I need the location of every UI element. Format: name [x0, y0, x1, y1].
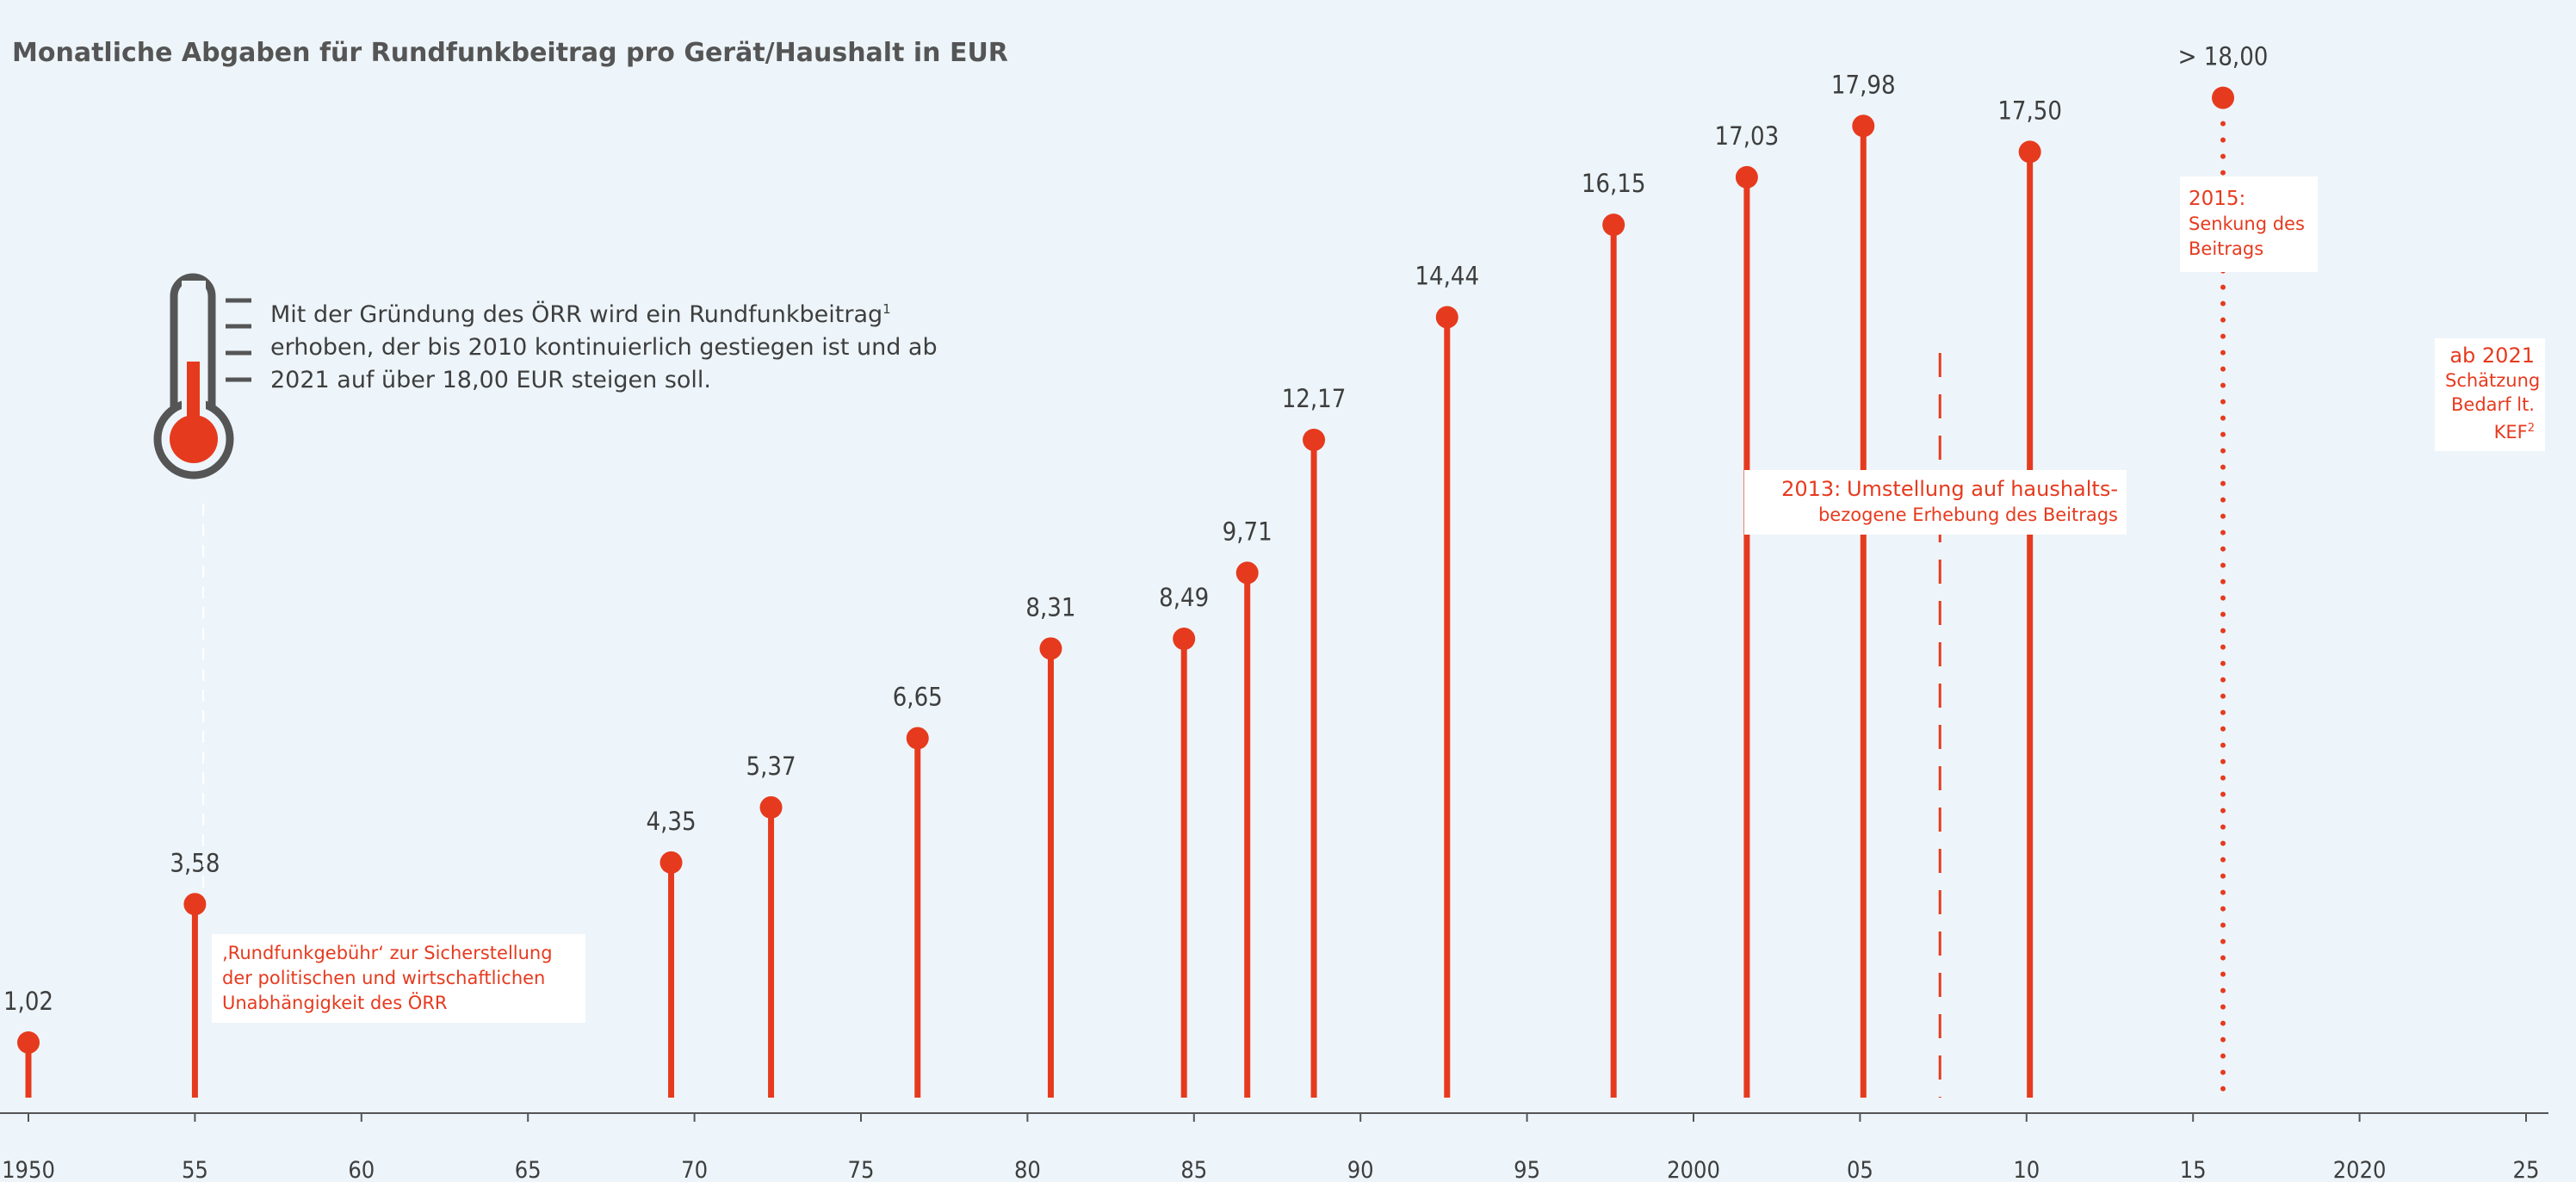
note-2015-line-1: Senkung des — [2189, 214, 2305, 234]
value-label: 8,31 — [1025, 592, 1075, 622]
x-tick-label: 2020 — [2333, 1157, 2387, 1182]
value-labels: 1,02 3,58 4,35 5,37 6,65 8,31 8,49 9,71 12,17 14,… — [3, 42, 2268, 1016]
x-tick-label: 15 — [2180, 1157, 2207, 1182]
value-label: 4,35 — [646, 807, 696, 836]
value-label: 12,17 — [1282, 384, 1347, 413]
intro-line-1: Mit der Gründung des ÖRR wird ein Rundfu… — [270, 301, 883, 328]
note-1955-line-2: der politischen und wirtschaftlichen — [222, 968, 546, 988]
value-label: 3,58 — [170, 848, 220, 877]
value-label: 17,50 — [1997, 96, 2062, 125]
value-point — [1852, 114, 1875, 138]
note-2021: ab 2021 Schätzung Bedarf lt. KEF2 — [2435, 338, 2545, 451]
value-point — [1039, 637, 1062, 660]
thermometer-icon — [153, 273, 251, 895]
note-2013-line-2: bezogene Erhebung des Beitrags — [1817, 504, 2118, 525]
value-label: 17,03 — [1715, 121, 1780, 151]
value-label: 1,02 — [3, 987, 53, 1016]
intro-text: Mit der Gründung des ÖRR wird ein Rundfu… — [270, 293, 959, 397]
note-2013: 2013: Umstellung auf haushalts- bezogene… — [1744, 470, 2127, 535]
value-point — [1173, 628, 1196, 651]
note-2013-line-1: Umstellung auf haushalts- — [1846, 477, 2118, 501]
x-tick-label: 90 — [1347, 1157, 1374, 1182]
value-label: 14,44 — [1415, 261, 1479, 290]
note-2015-line-2: Beitrags — [2189, 238, 2264, 259]
note-1955: ‚Rundfunkgebühr‘ zur Sicherstellung der … — [212, 934, 585, 1023]
note-2013-year: 2013: — [1781, 477, 1842, 501]
x-tick-label: 60 — [348, 1157, 375, 1182]
value-label: 17,98 — [1831, 70, 1896, 99]
note-2021-year: ab 2021 — [2449, 343, 2535, 368]
value-point — [1435, 306, 1458, 329]
value-point — [659, 851, 683, 874]
value-point — [1303, 428, 1326, 451]
x-axis-ticks: 1950 55 60 65 70 75 80 85 90 95 2000 05 10 15 2020 25 — [2, 1113, 2539, 1182]
x-tick-label: 80 — [1014, 1157, 1041, 1182]
note-2021-line-2: Bedarf lt. — [2451, 394, 2535, 415]
x-tick-label: 65 — [515, 1157, 542, 1182]
note-1955-line-1: ‚Rundfunkgebühr‘ zur Sicherstellung — [222, 943, 553, 963]
chart-stems — [25, 121, 2226, 1100]
note-2021-line-3: KEF — [2493, 422, 2528, 442]
x-tick-label: 05 — [1847, 1157, 1873, 1182]
intro-footnote-1: 1 — [882, 301, 891, 317]
x-tick-label: 10 — [2013, 1157, 2040, 1182]
value-label: 5,37 — [746, 752, 796, 781]
note-2021-line-1: Schätzung — [2445, 370, 2541, 391]
chart-points — [17, 86, 2235, 1054]
value-point — [1602, 214, 1625, 237]
value-point — [759, 795, 783, 819]
x-tick-label: 1950 — [2, 1157, 55, 1182]
intro-line-3: 2021 auf über 18,00 EUR steigen soll. — [270, 367, 712, 393]
value-point — [1735, 165, 1758, 189]
value-point — [906, 727, 929, 750]
value-label: 9,71 — [1223, 517, 1273, 546]
value-point — [1235, 561, 1259, 585]
x-tick-label: 85 — [1180, 1157, 1207, 1182]
note-2021-footnote: 2 — [2527, 422, 2535, 435]
value-label: 6,65 — [893, 683, 943, 712]
value-point — [17, 1030, 40, 1054]
note-2015: 2015: Senkung des Beitrags — [2180, 176, 2318, 272]
x-tick-label: 55 — [182, 1157, 208, 1182]
note-1955-line-3: Unabhängigkeit des ÖRR — [222, 993, 448, 1013]
x-tick-label: 25 — [2513, 1157, 2540, 1182]
value-point — [2212, 86, 2235, 109]
x-tick-label: 75 — [848, 1157, 875, 1182]
x-tick-label: 70 — [681, 1157, 708, 1182]
x-tick-label: 95 — [1514, 1157, 1540, 1182]
value-label: > 18,00 — [2178, 42, 2269, 71]
intro-line-2: erhoben, der bis 2010 kontinuierlich ges… — [270, 334, 938, 361]
note-2015-year: 2015: — [2189, 188, 2246, 210]
value-label: 16,15 — [1582, 169, 1646, 198]
value-point — [183, 893, 207, 916]
value-label: 8,49 — [1159, 583, 1209, 612]
chart-title: Monatliche Abgaben für Rundfunkbeitrag p… — [12, 38, 1008, 68]
x-tick-label: 2000 — [1667, 1157, 1720, 1182]
value-point — [2018, 140, 2041, 164]
